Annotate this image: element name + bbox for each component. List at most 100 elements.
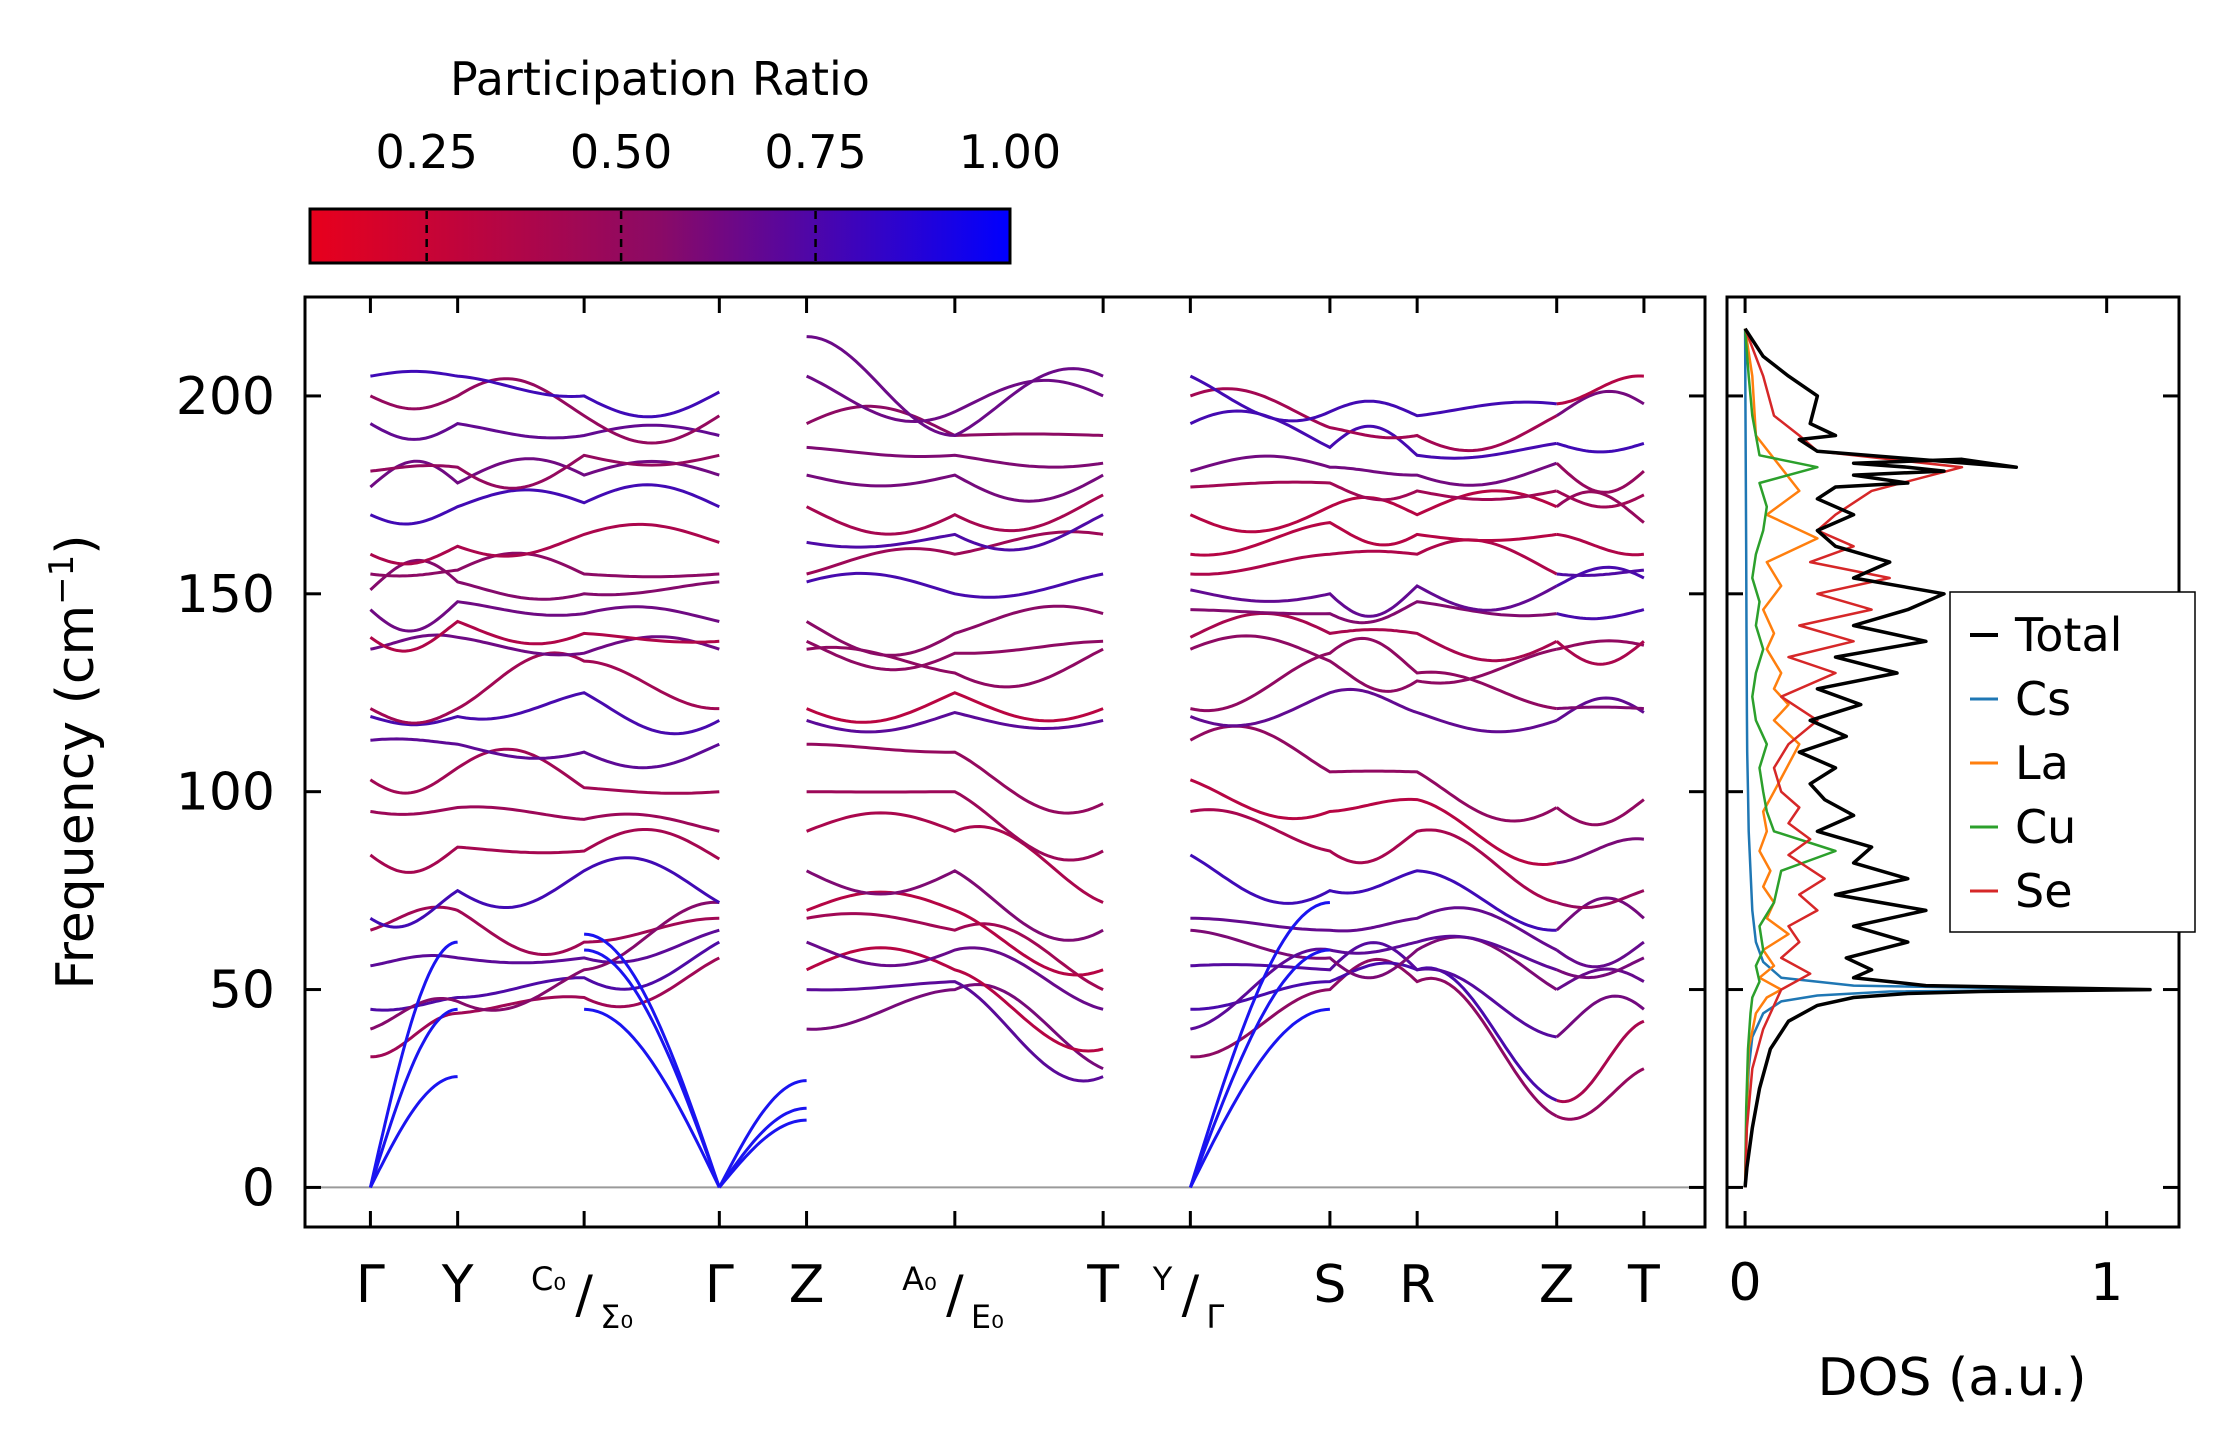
phonon-band bbox=[1556, 889, 1645, 909]
acoustic-branch bbox=[1189, 1007, 1330, 1189]
acoustic-branch bbox=[368, 940, 458, 1188]
phonon-band bbox=[1556, 1019, 1645, 1104]
svg-text:Z: Z bbox=[789, 1255, 825, 1315]
phonon-band bbox=[369, 828, 721, 874]
legend-label-la: La bbox=[2015, 736, 2069, 790]
phonon-band bbox=[805, 946, 1104, 1053]
svg-text:E₀: E₀ bbox=[971, 1298, 1004, 1336]
high-symmetry-label: Z bbox=[789, 1255, 825, 1315]
phonon-band bbox=[1555, 389, 1645, 417]
phonon-band bbox=[1555, 896, 1645, 932]
phonon-band bbox=[369, 377, 721, 445]
phonon-band bbox=[805, 374, 1104, 424]
phonon-band bbox=[1190, 961, 1558, 1102]
high-symmetry-label: T bbox=[1086, 1255, 1119, 1315]
phonon-band bbox=[1190, 636, 1557, 713]
svg-text:Z: Z bbox=[1539, 1255, 1575, 1315]
phonon-band bbox=[370, 551, 720, 579]
dos-panel: 0 1 DOS (a.u.) Total Cs La Cu Se bbox=[1725, 295, 2196, 1408]
colorbar-tick-label: 1.00 bbox=[959, 125, 1061, 179]
phonon-band bbox=[1556, 705, 1645, 711]
acoustic-branch bbox=[369, 1075, 458, 1189]
svg-text:S: S bbox=[1313, 1255, 1346, 1315]
phonon-band bbox=[370, 369, 721, 419]
phonon-band bbox=[1190, 928, 1558, 991]
phonon-band bbox=[805, 604, 1104, 657]
colorbar-gradient bbox=[308, 207, 1012, 265]
acoustic-branch bbox=[718, 1118, 807, 1189]
legend-label-total: Total bbox=[2014, 608, 2122, 662]
phonon-band bbox=[1556, 837, 1645, 865]
dos-x-tick-label: 0 bbox=[1729, 1253, 1762, 1313]
colorbar-tick-label: 0.50 bbox=[570, 125, 672, 179]
high-symmetry-label: A₀ / E₀ bbox=[902, 1260, 1004, 1336]
phonon-band bbox=[1189, 489, 1558, 534]
svg-text:A₀: A₀ bbox=[902, 1260, 937, 1298]
phonon-band bbox=[806, 445, 1104, 469]
colorbar: Participation Ratio 0.25 0.50 0.75 1.00 bbox=[308, 52, 1061, 265]
acoustic-branch bbox=[717, 1079, 807, 1189]
phonon-band bbox=[1555, 462, 1645, 494]
phonon-band bbox=[370, 928, 720, 968]
phonon-band bbox=[805, 639, 1104, 672]
svg-text:T: T bbox=[1627, 1255, 1660, 1315]
svg-text:Y: Y bbox=[441, 1255, 474, 1315]
dos-series-la bbox=[1743, 328, 1819, 1188]
phonon-band bbox=[370, 940, 721, 1012]
svg-text:/: / bbox=[1182, 1265, 1200, 1325]
phonon-band bbox=[1556, 441, 1645, 454]
phonon-band bbox=[806, 335, 1104, 438]
phonon-band bbox=[1189, 454, 1558, 487]
dos-lines bbox=[1743, 327, 2152, 1188]
phonon-band bbox=[806, 982, 1104, 1071]
phonon-band bbox=[1555, 967, 1645, 991]
phonon-band bbox=[370, 453, 720, 490]
phonon-band bbox=[1189, 687, 1558, 734]
phonon-band bbox=[1555, 798, 1645, 827]
y-tick-label: 200 bbox=[176, 367, 275, 427]
high-symmetry-label: T bbox=[1627, 1255, 1660, 1315]
acoustic-branch bbox=[1188, 901, 1331, 1188]
phonon-band bbox=[369, 619, 720, 653]
y-tick-label: 150 bbox=[176, 565, 275, 625]
acoustic-branch bbox=[583, 932, 721, 1188]
phonon-band bbox=[806, 513, 1104, 552]
legend-label-cu: Cu bbox=[2015, 800, 2076, 854]
phonon-band bbox=[806, 530, 1104, 576]
svg-text:Γ: Γ bbox=[705, 1255, 734, 1315]
phonon-band bbox=[370, 633, 720, 657]
phonon-band bbox=[805, 493, 1104, 536]
phonon-band bbox=[1189, 724, 1558, 823]
phonon-band bbox=[806, 912, 1104, 991]
svg-text:T: T bbox=[1086, 1255, 1119, 1315]
high-symmetry-label: Γ bbox=[705, 1255, 734, 1315]
phonon-band bbox=[1190, 600, 1557, 625]
legend-label-cs: Cs bbox=[2015, 672, 2071, 726]
phonon-band bbox=[370, 737, 720, 770]
svg-text:/: / bbox=[575, 1265, 593, 1325]
phonon-band bbox=[370, 956, 720, 1059]
phonon-band bbox=[1190, 957, 1558, 1118]
acoustic-branch bbox=[584, 1007, 721, 1189]
phonon-band bbox=[806, 473, 1104, 503]
phonon-band bbox=[806, 691, 1104, 724]
acoustic-branch bbox=[718, 1106, 807, 1189]
phonon-band bbox=[369, 856, 721, 929]
y-tick-label: 0 bbox=[242, 1158, 275, 1218]
phonon-band bbox=[369, 900, 720, 1031]
phonon-band bbox=[369, 558, 720, 601]
band-lines bbox=[368, 335, 1645, 1189]
phonon-band bbox=[1190, 808, 1558, 904]
phonon-band bbox=[369, 905, 720, 956]
phonon-band bbox=[1556, 1067, 1645, 1121]
legend-label-se: Se bbox=[2015, 864, 2073, 918]
phonon-band bbox=[806, 890, 1104, 977]
phonon-band bbox=[1190, 934, 1558, 1031]
phonon-band bbox=[369, 747, 720, 795]
high-symmetry-label: Z bbox=[1539, 1255, 1575, 1315]
dos-x-axis-label: DOS (a.u.) bbox=[1818, 1348, 2087, 1408]
high-symmetry-label: S bbox=[1313, 1255, 1346, 1315]
phonon-band bbox=[806, 742, 1104, 815]
svg-text:Γ: Γ bbox=[356, 1255, 385, 1315]
